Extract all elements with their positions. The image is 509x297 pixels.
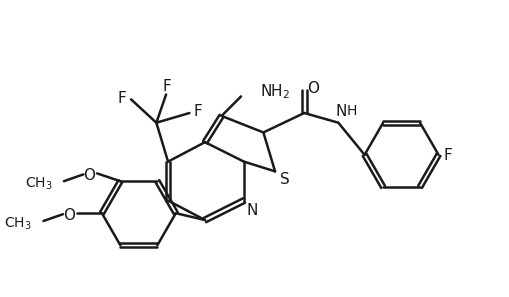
Text: O: O — [63, 208, 75, 223]
Text: N: N — [245, 203, 257, 218]
Text: S: S — [279, 172, 289, 187]
Text: N: N — [335, 104, 346, 119]
Text: CH$_3$: CH$_3$ — [24, 176, 52, 192]
Text: NH$_2$: NH$_2$ — [260, 82, 290, 101]
Text: O: O — [83, 168, 95, 183]
Text: CH$_3$: CH$_3$ — [4, 216, 32, 232]
Text: F: F — [118, 91, 126, 106]
Text: O: O — [306, 81, 319, 96]
Text: F: F — [162, 79, 171, 94]
Text: F: F — [443, 148, 452, 163]
Text: F: F — [193, 104, 202, 119]
Text: H: H — [346, 104, 356, 118]
